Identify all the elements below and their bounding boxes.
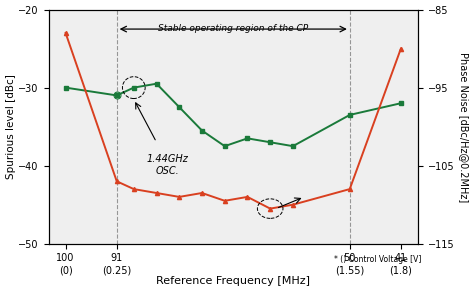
- Y-axis label: Phase Noise [dBc/Hz@0.2MHz]: Phase Noise [dBc/Hz@0.2MHz]: [458, 51, 468, 202]
- Text: * () Control Voltage [V]: * () Control Voltage [V]: [335, 256, 422, 265]
- Text: 1.44GHz
OSC.: 1.44GHz OSC.: [147, 154, 189, 175]
- Text: Stable operating region of the CP: Stable operating region of the CP: [158, 24, 308, 33]
- Y-axis label: Spurious level [dBc]: Spurious level [dBc]: [6, 74, 16, 179]
- X-axis label: Reference Frequency [MHz]: Reference Frequency [MHz]: [156, 277, 310, 286]
